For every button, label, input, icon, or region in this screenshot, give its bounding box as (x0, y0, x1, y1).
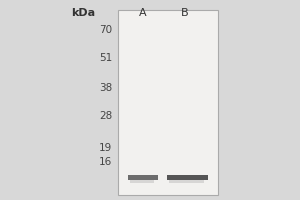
Text: 16: 16 (99, 157, 112, 167)
Bar (169, 180, 204, 183)
Text: 70: 70 (99, 25, 112, 35)
Text: 19: 19 (99, 143, 112, 153)
Bar (130, 180, 154, 183)
Bar (128, 175, 158, 180)
Text: kDa: kDa (71, 8, 95, 18)
Text: B: B (181, 8, 189, 18)
Text: 38: 38 (99, 83, 112, 93)
Bar (118, 10, 218, 195)
Text: 51: 51 (99, 53, 112, 63)
Text: A: A (139, 8, 147, 18)
Text: 28: 28 (99, 111, 112, 121)
Bar (167, 175, 208, 180)
